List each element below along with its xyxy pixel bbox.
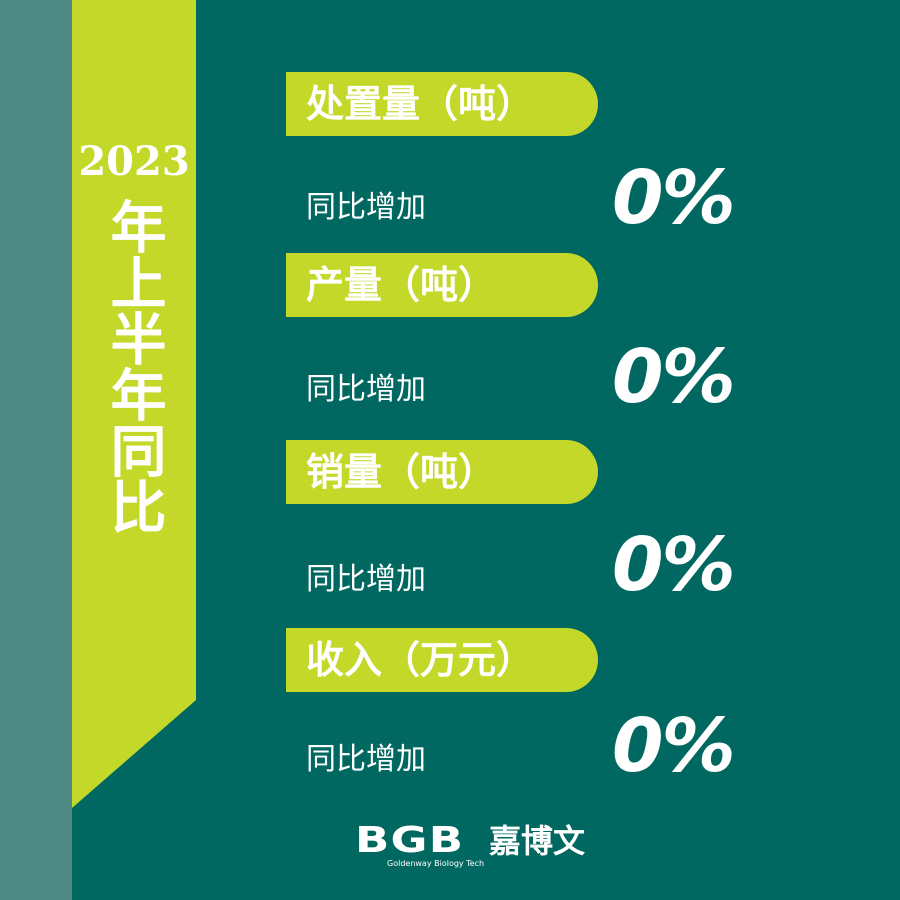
metric-value: 0% [612, 703, 736, 789]
metric-value: 0% [612, 334, 736, 420]
metric-value: 0% [612, 155, 736, 241]
metric-sub: 同比增加 [306, 190, 426, 225]
banner-title: 年上半年同比 [101, 198, 167, 534]
metric-label: 处置量（吨） [286, 72, 598, 136]
metric-sub: 同比增加 [306, 562, 426, 597]
banner-year: 2023 [78, 138, 190, 185]
metric-value: 0% [612, 522, 736, 608]
metric-sub: 同比增加 [306, 742, 426, 777]
metric-label: 销量（吨） [286, 440, 598, 504]
logo-name-cn: 嘉博文 [489, 822, 586, 860]
banner-ribbon [72, 0, 196, 808]
logo-name-en: Goldenway Biology Tech [387, 859, 485, 868]
metric-label: 收入（万元） [286, 628, 598, 692]
metric-sub: 同比增加 [306, 372, 426, 407]
logo-mark: BGB [355, 820, 465, 861]
side-strip [0, 0, 72, 900]
metric-label: 产量（吨） [286, 253, 598, 317]
company-logo: BGB 嘉博文 Goldenway Biology Tech [355, 820, 586, 869]
